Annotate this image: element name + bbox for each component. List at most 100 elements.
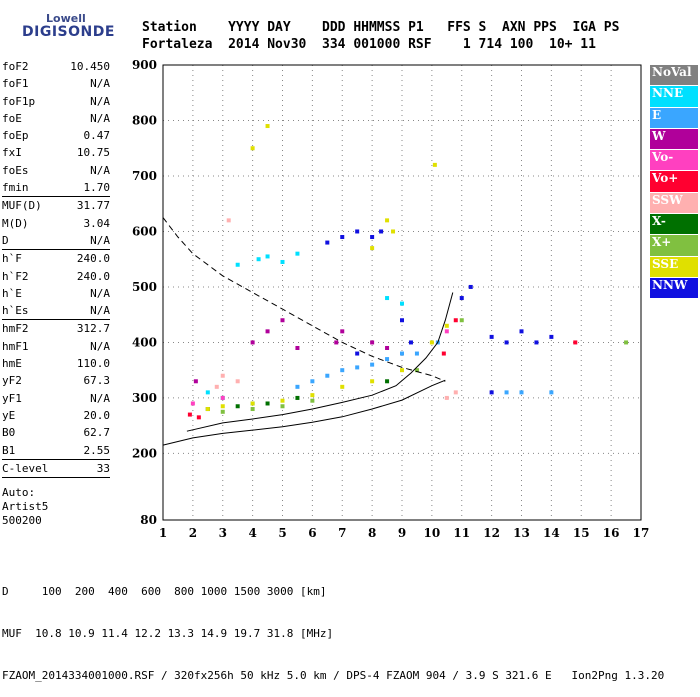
param-value: 33 bbox=[96, 461, 110, 475]
legend-item: E bbox=[650, 107, 698, 129]
data-point bbox=[265, 124, 270, 129]
data-point bbox=[379, 229, 384, 234]
param-value: 20.0 bbox=[83, 408, 111, 422]
legend-item: Vo- bbox=[650, 150, 698, 172]
param-key: h`Es bbox=[2, 304, 29, 318]
legend-item: Vo+ bbox=[650, 171, 698, 193]
data-point bbox=[549, 390, 554, 395]
param-key: foEs bbox=[2, 163, 29, 177]
data-point bbox=[226, 218, 231, 223]
data-point bbox=[444, 323, 449, 328]
param-value: 0.47 bbox=[83, 129, 111, 143]
data-point bbox=[549, 334, 554, 339]
x-tick-label: 17 bbox=[633, 526, 650, 540]
footer-file-info: FZAOM_2014334001000.RSF / 320fx256h 50 k… bbox=[2, 669, 665, 682]
param-value: N/A bbox=[90, 391, 110, 405]
data-point bbox=[295, 384, 300, 389]
profile-curve bbox=[186, 292, 454, 432]
y-tick-labels: 80 200 300 400 500 600 700 800 900 bbox=[132, 58, 157, 527]
param-row: hmF2 312.7 bbox=[2, 320, 110, 337]
data-point bbox=[370, 246, 375, 251]
y-tick-label: 400 bbox=[132, 335, 157, 349]
data-point bbox=[391, 229, 396, 234]
auto-line: 500200 bbox=[2, 514, 42, 528]
digisonde-logo: Lowell DIGISONDE bbox=[8, 6, 158, 50]
param-value: N/A bbox=[90, 111, 110, 125]
param-value: 110.0 bbox=[76, 357, 110, 371]
data-point bbox=[265, 254, 270, 259]
header-labels: Station YYYY DAY DDD HHMMSS P1 FFS S AXN… bbox=[142, 20, 620, 35]
data-point bbox=[325, 373, 330, 378]
data-point bbox=[235, 262, 240, 267]
param-key: foF1 bbox=[2, 77, 29, 91]
data-point bbox=[250, 401, 255, 406]
data-point bbox=[355, 229, 360, 234]
param-value: 67.3 bbox=[83, 374, 111, 388]
data-point bbox=[187, 412, 192, 417]
data-point bbox=[385, 379, 390, 384]
param-key: yF2 bbox=[2, 374, 22, 388]
param-value: N/A bbox=[90, 286, 110, 300]
data-point bbox=[370, 340, 375, 345]
data-point bbox=[468, 284, 473, 289]
param-row: M(D) 3.04 bbox=[2, 215, 110, 232]
data-point bbox=[489, 390, 494, 395]
data-point bbox=[256, 257, 261, 262]
param-key: hmF1 bbox=[2, 339, 29, 353]
data-point bbox=[250, 340, 255, 345]
param-key: foF2 bbox=[2, 60, 29, 73]
data-point bbox=[235, 379, 240, 384]
ionogram-chart: 1 2 3 4 5 6 7 8 9 10 11 12 13 14 15 16 17 80200300400500… bbox=[132, 58, 650, 540]
data-point bbox=[408, 340, 413, 345]
x-tick-label: 3 bbox=[219, 526, 227, 540]
param-key: foEp bbox=[2, 129, 29, 143]
data-point bbox=[385, 345, 390, 350]
data-point bbox=[340, 235, 345, 240]
auto-line: Auto: bbox=[2, 486, 36, 500]
legend-item: X+ bbox=[650, 235, 698, 257]
footer: D 100 200 400 600 800 1000 1500 3000 [km… bbox=[2, 557, 664, 697]
legend-item: SSW bbox=[650, 192, 698, 215]
param-value: 10.75 bbox=[76, 146, 110, 160]
footer-muf-row: MUF 10.8 10.9 11.4 12.2 13.3 14.9 19.7 3… bbox=[2, 627, 334, 640]
param-row: foF1 N/A bbox=[2, 75, 110, 92]
x-tick-label: 8 bbox=[368, 526, 376, 540]
x-tick-label: 5 bbox=[278, 526, 286, 540]
param-key: h`F bbox=[2, 252, 22, 266]
data-point bbox=[400, 301, 404, 306]
data-point bbox=[250, 146, 255, 151]
param-row: foEs N/A bbox=[2, 162, 110, 179]
data-point bbox=[504, 390, 509, 395]
param-row: h`F2 240.0 bbox=[2, 268, 110, 285]
data-point bbox=[295, 345, 300, 350]
data-point bbox=[400, 351, 404, 356]
data-point bbox=[355, 365, 360, 370]
data-point bbox=[220, 409, 225, 414]
data-point bbox=[370, 379, 375, 384]
param-row: C-level 33 bbox=[2, 460, 110, 477]
x-tick-label: 12 bbox=[483, 526, 500, 540]
param-key: B1 bbox=[2, 443, 16, 457]
data-point bbox=[453, 390, 458, 395]
param-row: h`Es N/A bbox=[2, 302, 110, 319]
param-value: 10.450 bbox=[70, 60, 110, 73]
legend-item: NoVal bbox=[650, 65, 698, 87]
y-tick-label: 80 bbox=[140, 513, 157, 527]
param-key: foE bbox=[2, 111, 22, 125]
data-point bbox=[205, 390, 210, 395]
data-point bbox=[310, 393, 315, 398]
param-row: foF1p N/A bbox=[2, 93, 110, 110]
data-point bbox=[444, 395, 449, 400]
param-value: 240.0 bbox=[76, 252, 110, 266]
data-point bbox=[385, 218, 390, 223]
param-key: h`F2 bbox=[2, 269, 29, 283]
x-tick-label: 13 bbox=[513, 526, 530, 540]
y-tick-label: 700 bbox=[132, 169, 157, 183]
legend-item: SSE bbox=[650, 256, 698, 278]
param-value: N/A bbox=[90, 304, 110, 318]
param-row: fxI 10.75 bbox=[2, 144, 110, 161]
data-point bbox=[385, 296, 390, 301]
legend: NoVal NNE E W Vo- Vo+ SSW X- X+ SSE NNW bbox=[650, 65, 698, 300]
param-row: h`F 240.0 bbox=[2, 250, 110, 267]
data-point bbox=[432, 162, 437, 167]
